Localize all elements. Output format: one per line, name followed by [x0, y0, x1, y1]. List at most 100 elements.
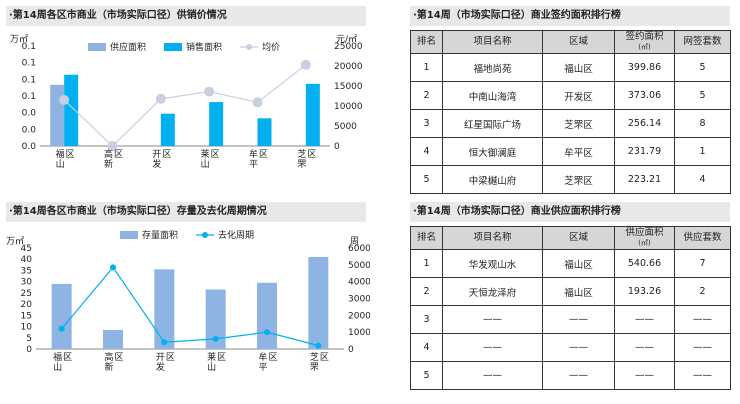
bar-销售面积 [209, 102, 224, 146]
legend-swatch [120, 231, 138, 239]
header-project: 项目名称 [442, 226, 543, 250]
point-去化周期 [161, 339, 168, 346]
category-label: 牟平区 [258, 351, 277, 373]
cell-area: 256.14 [614, 109, 675, 138]
cell-area: 399.86 [614, 53, 675, 82]
table-row: 3 红星国际广场 芝罘区 256.14 8 [410, 109, 731, 138]
category-char: 高 [104, 351, 113, 363]
table-row: 4 —— —— —— —— [410, 333, 731, 362]
line-均价 [63, 64, 307, 147]
category-char: 山 [207, 362, 216, 373]
cell-rank: 1 [410, 53, 443, 82]
table-row: 3 —— —— —— —— [410, 305, 731, 334]
header-project: 项目名称 [442, 30, 543, 54]
cell-district: 福山区 [542, 53, 615, 82]
cell-area: —— [614, 333, 675, 362]
left-tick-label: 20 [21, 300, 33, 310]
category-char: 区 [114, 352, 123, 363]
category-char: 罘 [297, 159, 306, 170]
category-char: 区 [114, 149, 123, 160]
right-axis-unit: 元/㎡ [336, 34, 357, 45]
category-char: 新 [104, 361, 113, 373]
right-tick-label: 5000 [348, 261, 370, 271]
table-row: 2 中南山海湾 开发区 373.06 5 [410, 81, 731, 110]
left-tick-label: 0.1 [22, 42, 36, 52]
right-tick-label: 20000 [334, 62, 363, 72]
cell-area: 540.66 [614, 249, 675, 278]
cell-project: 红星国际广场 [442, 109, 543, 138]
cell-rank: 2 [410, 277, 443, 306]
table-row: 1 华发观山水 福山区 540.66 7 [410, 249, 731, 278]
cell-project: —— [442, 305, 543, 334]
right-tick-label: 4000 [348, 278, 370, 288]
cell-district: —— [542, 361, 615, 390]
right-tick-label: 10000 [334, 102, 363, 112]
point-去化周期 [212, 335, 219, 342]
right-tick-label: 1000 [348, 328, 370, 338]
category-char: 区 [320, 352, 329, 363]
chart2-title: ·第14周各区市商业（市场实际口径）存量及去化周期情况 [6, 202, 366, 222]
cell-count: 5 [674, 53, 731, 82]
cell-area: 373.06 [614, 81, 675, 110]
cell-project: 中梁樾山府 [442, 165, 543, 194]
left-tick-label: 0.0 [22, 109, 37, 119]
category-char: 芝 [310, 351, 319, 363]
cell-district: 开发区 [542, 81, 615, 110]
cell-rank: 5 [410, 361, 443, 390]
point-均价 [300, 59, 311, 70]
bar-存量面积 [308, 256, 329, 349]
legend-label: 均价 [262, 41, 280, 53]
cell-district: 芝罘区 [542, 109, 615, 138]
header-area: 供应面积 (㎡) [614, 226, 675, 250]
legend-label: 销售面积 [186, 41, 222, 53]
cell-rank: 3 [410, 109, 443, 138]
point-去化周期 [58, 325, 65, 332]
right-axis-unit: 周 [350, 236, 359, 247]
left-tick-label: 30 [21, 278, 33, 288]
header-district: 区域 [542, 226, 615, 250]
category-char: 区 [211, 149, 220, 160]
chart1-title: ·第14周各区市商业（市场实际口径）供销价情况 [6, 6, 366, 26]
supply-sales-price-chart: 万㎡ 元/㎡ 0.0 0.0 0.0 0.1 0.1 0.1 0.1 0 5000 10000 1500… [10, 34, 363, 170]
point-均价 [155, 93, 166, 104]
point-均价 [204, 86, 215, 97]
category-char: 区 [166, 352, 175, 363]
legend-item: 去化周期 [196, 229, 254, 241]
header-rank: 排名 [410, 30, 443, 54]
right-tick-label: 3000 [348, 295, 370, 305]
left-tick-label: 0.1 [22, 92, 36, 102]
category-char: 山 [201, 159, 210, 170]
cell-count: 8 [674, 109, 731, 138]
header-count: 供应套数 [674, 226, 731, 250]
category-char: 平 [249, 159, 258, 170]
bar-销售面积 [64, 74, 79, 146]
cell-project: —— [442, 361, 543, 390]
cell-district: 福山区 [542, 277, 615, 306]
point-去化周期 [264, 329, 270, 336]
cell-district: —— [542, 305, 615, 334]
left-tick-label: 10 [21, 323, 33, 333]
right-tick-label: 5000 [334, 122, 357, 132]
category-char: 莱 [207, 351, 216, 363]
left-tick-label: 0 [26, 345, 32, 355]
table-row: 5 —— —— —— —— [410, 361, 731, 390]
legend-item: 均价 [240, 41, 280, 53]
point-去化周期 [110, 264, 116, 271]
cell-count: 5 [674, 81, 731, 110]
category-char: 山 [53, 362, 62, 373]
cell-rank: 5 [410, 165, 443, 194]
category-label: 莱山区 [201, 148, 220, 170]
left-tick-label: 0.1 [22, 59, 36, 69]
table-row: 5 中梁樾山府 芝罘区 223.21 4 [410, 165, 731, 194]
category-char: 发 [156, 361, 165, 373]
bar-存量面积 [154, 269, 175, 349]
cell-project: 天恒龙泽府 [442, 277, 543, 306]
legend-label: 存量面积 [142, 229, 178, 241]
left-axis-unit: 万㎡ [10, 34, 28, 45]
cell-district: 牟平区 [542, 137, 615, 166]
left-tick-label: 15 [21, 311, 32, 321]
legend-item: 存量面积 [120, 229, 178, 241]
cell-project: 恒大御澜庭 [442, 137, 543, 166]
point-均价 [252, 97, 263, 108]
cell-count: —— [674, 305, 731, 334]
